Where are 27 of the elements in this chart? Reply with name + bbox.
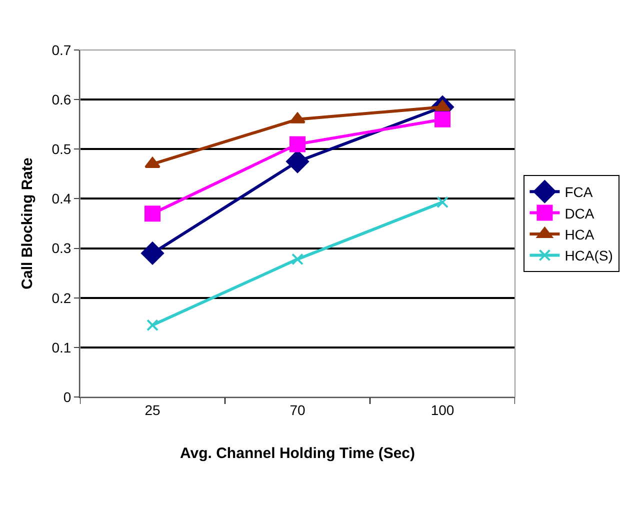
- y-tick-label: 0.6: [52, 91, 72, 108]
- legend-label: FCA: [564, 184, 594, 200]
- point: [290, 112, 306, 124]
- y-tick-label: 0.1: [52, 339, 72, 356]
- y-tick-label: 0.5: [52, 141, 72, 158]
- point: [286, 150, 309, 173]
- point: [144, 206, 160, 222]
- x-axis-title: Avg. Channel Holding Time (Sec): [180, 444, 416, 462]
- point: [290, 136, 306, 152]
- point: [144, 157, 160, 168]
- y-tick-label: 0.3: [52, 240, 72, 256]
- legend-label: DCA: [564, 205, 595, 222]
- legend-label: HCA: [564, 226, 595, 242]
- x-tick-label: 100: [430, 402, 454, 418]
- legend-label: HCA(S): [564, 248, 613, 264]
- point: [141, 242, 164, 265]
- point: [292, 253, 304, 266]
- x-tick-label: 25: [144, 402, 160, 418]
- point: [436, 196, 448, 208]
- y-tick-label: 0.4: [52, 190, 72, 207]
- x-tick-label: 70: [290, 402, 306, 418]
- y-tick-label: 0: [63, 388, 72, 405]
- point: [434, 111, 450, 128]
- point: [146, 319, 158, 332]
- y-axis-title: Call Blocking Rate: [18, 158, 36, 290]
- y-tick-label: 0.7: [52, 42, 72, 58]
- y-tick-label: 0.2: [52, 290, 72, 306]
